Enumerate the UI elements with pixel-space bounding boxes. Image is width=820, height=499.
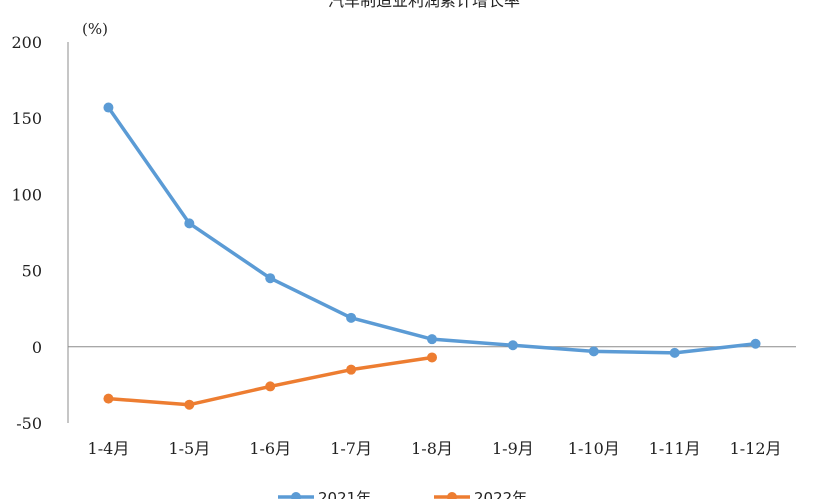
legend-item: 2021年 (278, 489, 371, 499)
y-tick-label: 200 (11, 33, 42, 52)
x-tick-label: 1-5月 (168, 439, 210, 458)
data-point (507, 340, 518, 351)
y-tick-label: 0 (32, 338, 42, 357)
data-point (427, 352, 437, 363)
chart-title: 汽车制造业利润累计增长率 (328, 0, 520, 10)
x-tick-label: 1-6月 (249, 439, 291, 458)
legend-label: 2022年 (474, 489, 527, 499)
x-tick-label: 1-12月 (730, 439, 782, 458)
data-point (669, 347, 680, 358)
data-point (750, 338, 761, 349)
data-point (184, 399, 195, 410)
series-2 (103, 352, 437, 410)
series-line (106, 105, 758, 355)
legend-label: 2021年 (318, 489, 371, 499)
legend: 2021年 2022年 (278, 489, 527, 499)
series-1 (103, 102, 761, 358)
data-point (184, 218, 195, 229)
x-tick-label: 1-4月 (88, 439, 130, 458)
x-tick-label: 1-9月 (492, 439, 534, 458)
data-point (588, 346, 599, 357)
y-unit-label: (%) (82, 20, 108, 38)
data-point (265, 273, 276, 284)
x-tick-labels: 1-4月 1-5月 1-6月 1-7月 1-8月 1-9月 1-10月 1-11月 1-12月 (88, 439, 782, 458)
data-point (346, 364, 357, 375)
x-tick-label: 1-7月 (330, 439, 372, 458)
data-point (103, 102, 114, 113)
y-tick-labels: 200 150 100 50 0 -50 (11, 33, 42, 433)
x-tick-label: 1-10月 (568, 439, 620, 458)
x-tick-label: 1-8月 (411, 439, 453, 458)
data-point (265, 381, 276, 392)
y-tick-label: -50 (16, 414, 42, 433)
data-point (103, 393, 114, 404)
data-point (427, 334, 437, 345)
y-tick-label: 100 (11, 185, 42, 204)
x-tick-label: 1-11月 (649, 439, 701, 458)
legend-item: 2022年 (434, 489, 527, 499)
legend-swatch-marker (447, 492, 457, 499)
legend-swatch-marker (291, 492, 301, 499)
data-point (346, 312, 357, 323)
series-line (106, 355, 434, 407)
y-tick-label: 150 (11, 109, 42, 128)
series-layer (103, 102, 761, 410)
y-tick-label: 50 (22, 262, 42, 281)
